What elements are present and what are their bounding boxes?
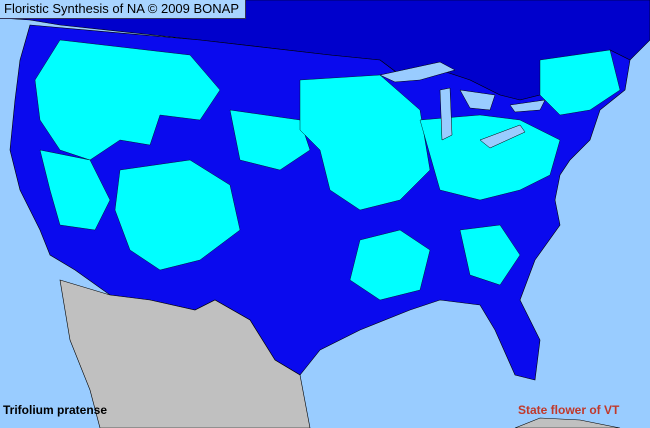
cuba-region [514,417,621,428]
state-flower-note: State flower of VT [518,403,620,417]
county-presence [34,39,621,301]
mexico-region [59,279,311,428]
great-lakes [379,61,546,149]
species-name: Trifolium pratense [3,403,108,417]
map-title: Floristic Synthesis of NA © 2009 BONAP [0,0,247,19]
